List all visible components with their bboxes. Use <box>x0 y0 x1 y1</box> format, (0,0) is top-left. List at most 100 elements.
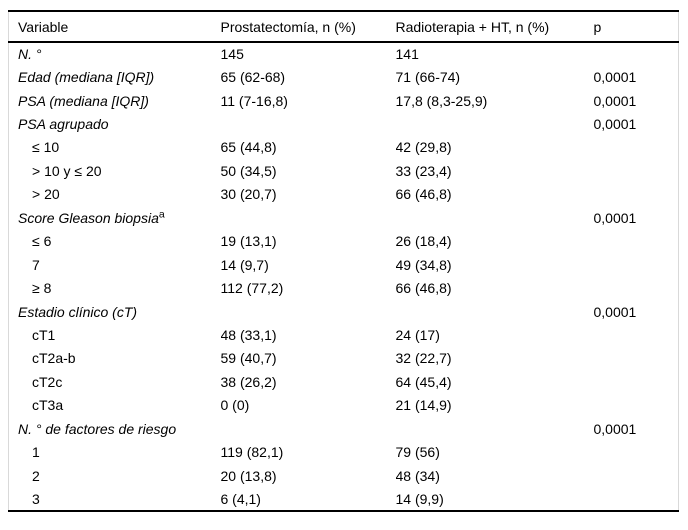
table-row: N. ° 145 141 <box>9 42 679 65</box>
cell-p <box>594 136 679 159</box>
cell-p <box>594 323 679 346</box>
comparison-table-container: Variable Prostatectomía, n (%) Radiotera… <box>8 10 679 512</box>
cell-variable: ≥ 8 <box>32 280 52 297</box>
cell-prostatectomia: 112 (77,2) <box>220 280 284 297</box>
cell-radioterapia: 32 (22,7) <box>395 350 452 367</box>
cell-variable: Edad (mediana [IQR]) <box>18 69 155 86</box>
cell-prostatectomia: 119 (82,1) <box>220 444 284 461</box>
cell-prostatectomia: 65 (62-68) <box>220 69 286 86</box>
cell-radioterapia: 21 (14,9) <box>395 397 452 414</box>
cell-p <box>594 42 679 65</box>
cell-p: 0,0001 <box>593 116 637 133</box>
header-variable: Variable <box>18 18 69 35</box>
cell-radioterapia: 79 (56) <box>395 444 440 461</box>
cell-variable: 3 <box>32 490 40 507</box>
table-row: ≤ 10 65 (44,8) 42 (29,8) <box>9 136 679 159</box>
cell-prostatectomia: 19 (13,1) <box>220 233 277 250</box>
cell-radioterapia <box>396 417 594 440</box>
cell-prostatectomia: 65 (44,8) <box>220 139 277 156</box>
cell-p <box>594 347 679 370</box>
table-row: PSA agrupado 0,0001 <box>9 112 679 135</box>
header-prostatectomia: Prostatectomía, n (%) <box>220 18 356 35</box>
cell-radioterapia: 141 <box>395 46 419 63</box>
table-row: > 10 y ≤ 20 50 (34,5) 33 (23,4) <box>9 159 679 182</box>
cell-prostatectomia: 14 (9,7) <box>220 256 269 273</box>
table-row: Edad (mediana [IQR]) 65 (62-68) 71 (66-74)… <box>9 65 679 88</box>
comparison-table: Variable Prostatectomía, n (%) Radiotera… <box>8 10 679 512</box>
table-row: cT3a 0 (0) 21 (14,9) <box>9 394 679 417</box>
cell-p: 0,0001 <box>593 303 637 320</box>
header-p: p <box>593 18 602 35</box>
cell-p <box>594 276 679 299</box>
cell-variable: 7 <box>32 256 40 273</box>
table-row: 2 20 (13,8) 48 (34) <box>9 464 679 487</box>
cell-radioterapia: 49 (34,8) <box>395 256 452 273</box>
cell-p <box>594 370 679 393</box>
table-row: 7 14 (9,7) 49 (34,8) <box>9 253 679 276</box>
header-radioterapia: Radioterapia + HT, n (%) <box>395 18 550 35</box>
cell-prostatectomia: 59 (40,7) <box>220 350 277 367</box>
cell-p <box>594 464 679 487</box>
cell-prostatectomia: 11 (7-16,8) <box>220 92 288 109</box>
cell-radioterapia <box>396 112 594 135</box>
cell-variable: > 20 <box>32 186 60 203</box>
cell-prostatectomia <box>221 206 396 229</box>
cell-p <box>594 487 679 510</box>
cell-p <box>594 183 679 206</box>
table-row: Estadio clínico (cT) 0,0001 <box>9 300 679 323</box>
cell-variable: N. ° <box>18 46 42 63</box>
cell-prostatectomia: 6 (4,1) <box>220 490 261 507</box>
table-row: ≤ 6 19 (13,1) 26 (18,4) <box>9 230 679 253</box>
table-row: Score Gleason biopsiaa 0,0001 <box>9 206 679 229</box>
cell-prostatectomia: 20 (13,8) <box>220 467 277 484</box>
cell-radioterapia: 66 (46,8) <box>395 186 452 203</box>
cell-radioterapia: 64 (45,4) <box>395 373 452 390</box>
table-row: N. ° de factores de riesgo 0,0001 <box>9 417 679 440</box>
cell-variable: PSA agrupado <box>18 116 109 133</box>
cell-p: 0,0001 <box>593 92 637 109</box>
footnote-marker: a <box>158 208 165 221</box>
cell-p: 0,0001 <box>593 69 637 86</box>
cell-radioterapia: 14 (9,9) <box>395 490 444 507</box>
cell-variable: Score Gleason biopsiaa <box>18 208 165 226</box>
table-row: cT2c 38 (26,2) 64 (45,4) <box>9 370 679 393</box>
table-row: ≥ 8 112 (77,2) 66 (46,8) <box>9 276 679 299</box>
cell-prostatectomia: 0 (0) <box>220 397 250 414</box>
cell-p <box>594 394 679 417</box>
cell-prostatectomia: 48 (33,1) <box>220 326 277 343</box>
cell-radioterapia: 42 (29,8) <box>395 139 452 156</box>
cell-prostatectomia: 145 <box>220 46 244 63</box>
cell-variable: cT1 <box>32 326 56 343</box>
table-header: Variable Prostatectomía, n (%) Radiotera… <box>8 11 679 42</box>
cell-variable: N. ° de factores de riesgo <box>18 420 177 437</box>
cell-variable: cT3a <box>32 397 64 414</box>
table-row: cT1 48 (33,1) 24 (17) <box>9 323 679 346</box>
header-row: Variable Prostatectomía, n (%) Radiotera… <box>8 11 679 42</box>
cell-variable: > 10 y ≤ 20 <box>32 162 102 179</box>
cell-variable: Estadio clínico (cT) <box>18 303 138 320</box>
cell-variable: PSA (mediana [IQR]) <box>18 92 149 109</box>
cell-radioterapia: 33 (23,4) <box>395 162 452 179</box>
cell-p <box>594 253 679 276</box>
cell-p: 0,0001 <box>593 420 637 437</box>
cell-prostatectomia: 50 (34,5) <box>220 162 277 179</box>
cell-variable: ≤ 10 <box>32 139 60 156</box>
cell-p <box>594 159 679 182</box>
table-row: 1 119 (82,1) 79 (56) <box>9 440 679 463</box>
cell-prostatectomia: 30 (20,7) <box>220 186 277 203</box>
cell-radioterapia: 71 (66-74) <box>395 69 461 86</box>
cell-radioterapia: 17,8 (8,3-25,9) <box>395 92 488 109</box>
cell-variable: ≤ 6 <box>32 233 52 250</box>
table-row: cT2a-b 59 (40,7) 32 (22,7) <box>9 347 679 370</box>
table-row: PSA (mediana [IQR]) 11 (7-16,8) 17,8 (8,3-… <box>9 89 679 112</box>
cell-variable: cT2c <box>32 373 63 390</box>
cell-p <box>594 440 679 463</box>
cell-prostatectomia <box>221 417 396 440</box>
table-body: N. ° 145 141 Edad (mediana [IQR]) 65 (62-68)… <box>9 42 679 511</box>
cell-radioterapia: 26 (18,4) <box>395 233 452 250</box>
cell-variable: 1 <box>32 444 40 461</box>
cell-p: 0,0001 <box>593 209 637 226</box>
cell-variable: 2 <box>32 467 40 484</box>
cell-radioterapia <box>396 206 594 229</box>
table-row: > 20 30 (20,7) 66 (46,8) <box>9 183 679 206</box>
